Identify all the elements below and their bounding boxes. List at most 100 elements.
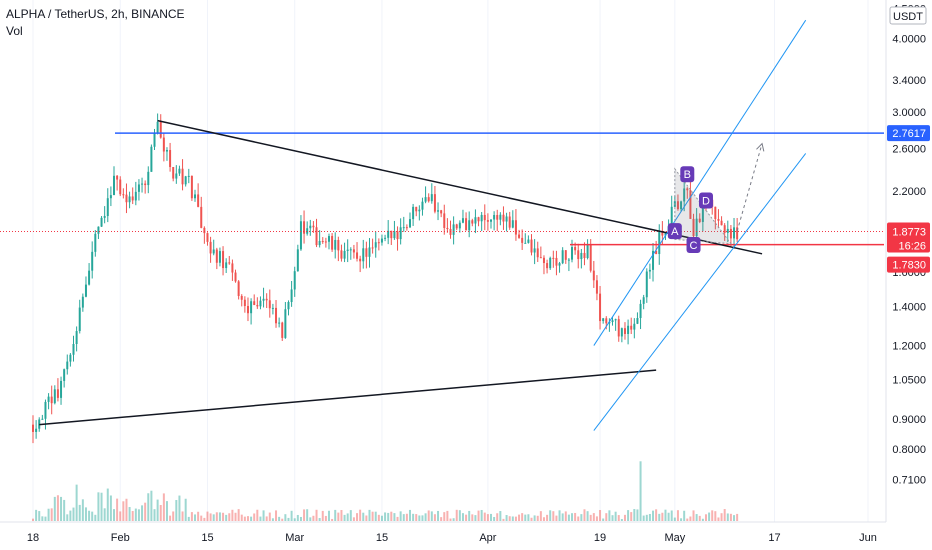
candle-body [620, 328, 623, 337]
candle-body [225, 262, 228, 269]
price-tick-label: 1.2000 [892, 341, 926, 353]
candle-body [533, 248, 536, 253]
volume-bar [502, 518, 505, 521]
candle-body [175, 173, 178, 179]
volume-bar [262, 510, 265, 521]
volume-bar [446, 510, 449, 521]
candle-body [701, 204, 704, 222]
candle-body [165, 149, 168, 152]
candle-body [437, 210, 440, 212]
volume-bar [197, 511, 200, 521]
volume-bar [56, 495, 59, 521]
pattern-point-badge [698, 192, 713, 209]
volume-bar [131, 511, 134, 521]
candle-body [433, 194, 436, 212]
volume-bar [271, 518, 274, 521]
volume-bar [106, 488, 109, 521]
candle-body [452, 224, 455, 235]
candle-body [78, 307, 81, 332]
candle-body [580, 252, 583, 260]
candle-body [474, 217, 477, 224]
price-tick-label: 1.0500 [892, 375, 926, 387]
candle-body [502, 214, 505, 222]
price-tick-label: 3.4000 [892, 75, 926, 87]
volume-bar [234, 512, 237, 521]
candle-body [633, 323, 636, 330]
volume-bar [692, 510, 695, 521]
candle-body [203, 227, 206, 234]
price-tick-label: 3.0000 [892, 107, 926, 119]
channel-lower[interactable] [593, 153, 807, 431]
candle-body [530, 239, 533, 253]
pattern-point-label: A [671, 226, 679, 238]
last-price-tag [887, 222, 930, 253]
candle-body [630, 325, 633, 330]
volume-bar [711, 510, 714, 521]
volume-bar [655, 509, 658, 521]
candle-body [209, 241, 212, 254]
candle-body [542, 257, 545, 264]
volume-bar [552, 511, 555, 521]
candle-body [468, 220, 471, 231]
candle-body [539, 257, 542, 259]
candle-body [321, 240, 324, 242]
candle-body [698, 218, 701, 222]
volume-bar [169, 515, 172, 521]
pattern-point-b[interactable]: B [680, 166, 695, 183]
volume-bars [32, 461, 739, 521]
candle-body [212, 249, 215, 254]
pattern-point-badge [686, 237, 701, 254]
volume-bar [729, 513, 732, 521]
candle-body [215, 249, 218, 263]
volume-bar [384, 512, 387, 521]
volume-bar [399, 511, 402, 521]
candle-body [293, 271, 296, 290]
volume-bar [246, 516, 249, 521]
candle-body [343, 250, 346, 259]
candle-body [695, 218, 698, 237]
candle-body [524, 242, 527, 244]
candle-body [465, 218, 468, 231]
lower-trendline[interactable] [39, 369, 657, 426]
volume-bar [733, 515, 736, 521]
candle-body [94, 233, 97, 252]
currency-badge[interactable] [889, 6, 927, 25]
volume-bar [237, 509, 240, 521]
upper-trendline[interactable] [157, 119, 763, 255]
pattern-point-label: B [684, 169, 691, 181]
candle-body [446, 227, 449, 230]
candle-body [720, 220, 723, 226]
candle-body [337, 239, 340, 251]
volume-bar [281, 518, 284, 521]
level-label: 2.7617 [892, 128, 926, 140]
candle-body [197, 194, 200, 207]
candle-body [664, 232, 667, 236]
candle-body [275, 307, 278, 324]
volume-bar [72, 507, 75, 521]
pattern-point-a[interactable]: A [667, 223, 682, 240]
channel-upper[interactable] [593, 19, 807, 346]
volume-bar [321, 510, 324, 521]
candle-body [561, 250, 564, 264]
volume-bar [303, 509, 306, 521]
volume-bar [212, 514, 215, 521]
pattern-point-d[interactable]: D [698, 192, 713, 209]
candle-body [150, 146, 153, 172]
candle-body [50, 396, 53, 404]
candle-body [103, 216, 106, 218]
candle-body [309, 225, 312, 229]
candle-body [658, 230, 661, 255]
volume-bar [408, 509, 411, 521]
time-axis[interactable]: 18 Feb 15 Mar 15 Apr 19 May 17 Jun [0, 521, 886, 550]
pattern-point-c[interactable]: C [686, 237, 701, 254]
volume-bar [518, 514, 521, 521]
candle-body [583, 252, 586, 259]
candle-body [312, 225, 315, 228]
volume-bar [611, 515, 614, 521]
volume-bar [627, 510, 630, 521]
candle-body [393, 231, 396, 239]
candle-body [418, 209, 421, 212]
projection-arrow-head [756, 142, 765, 152]
price-axis[interactable]: 4.50004.00003.40003.00002.60002.20001.60… [885, 0, 932, 550]
